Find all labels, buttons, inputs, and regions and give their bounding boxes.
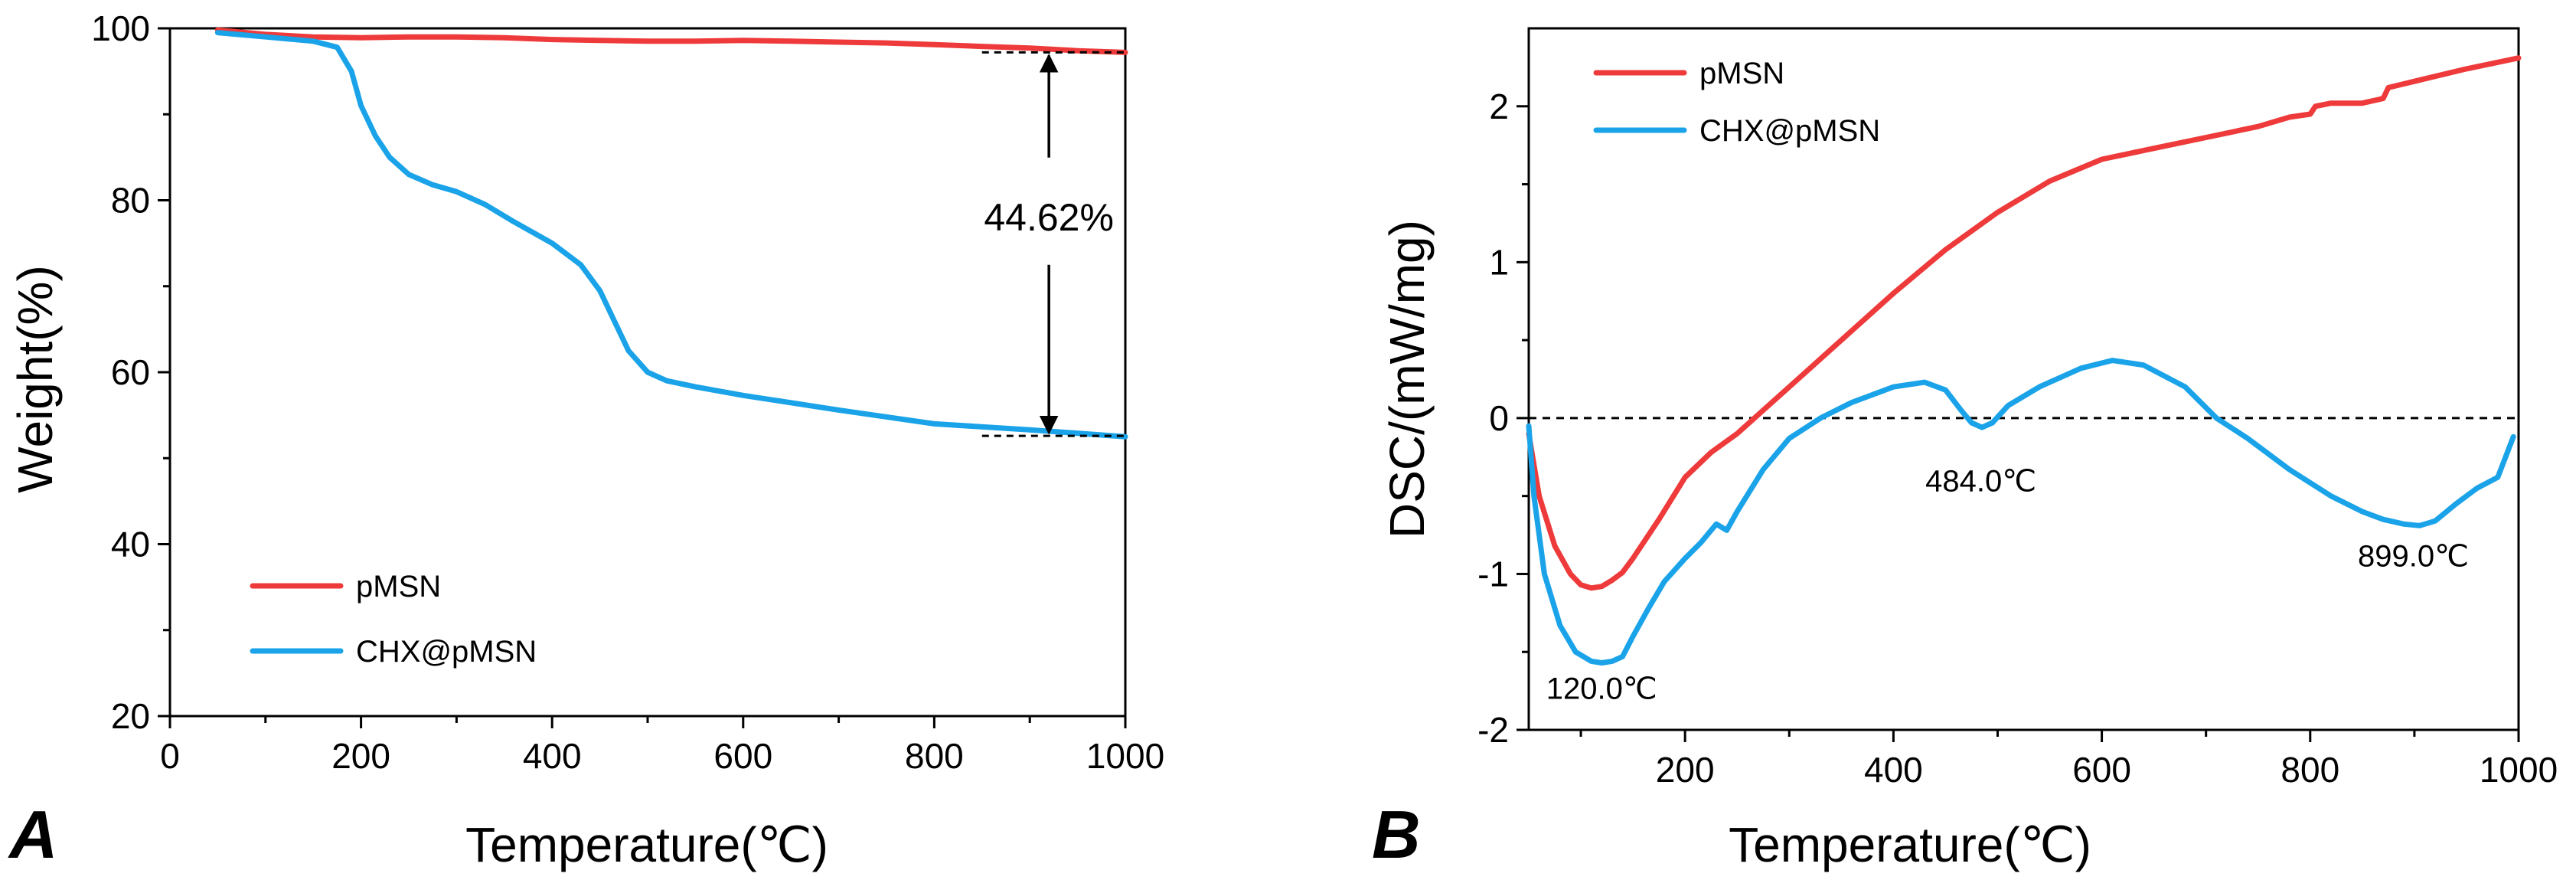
legend-label: CHX@pMSN <box>356 635 537 669</box>
panel-a-axes: 0 200 400 600 800 1000 20 40 60 80 100 <box>91 8 1164 776</box>
x-tick-label: 400 <box>1864 750 1923 790</box>
y-tick-label: 1 <box>1489 242 1509 282</box>
panel-a-y-axis-title: Weight(%) <box>8 265 63 493</box>
x-tick-label: 800 <box>905 736 964 776</box>
plot-frame <box>1527 27 2520 731</box>
series-line-chx-pmsn <box>1526 358 2516 666</box>
annotation-label: 484.0℃ <box>1925 465 2036 499</box>
panel-b-annotations: 120.0℃ 484.0℃ 899.0℃ <box>1546 465 2469 706</box>
panel-a-tga-chart: 0 200 400 600 800 1000 20 40 60 80 100 pMSN CHX@pMS… <box>8 8 1164 872</box>
y-tick-label: -1 <box>1477 554 1509 594</box>
panel-a-series <box>214 27 1128 440</box>
x-tick-label: 0 <box>160 736 180 776</box>
panel-a-legend: pMSN CHX@pMSN <box>250 570 537 669</box>
series-line-pmsn <box>214 27 1128 55</box>
legend-label: pMSN <box>356 570 441 604</box>
x-tick-label: 200 <box>1656 750 1715 790</box>
y-tick-label: 2 <box>1489 87 1509 126</box>
y-tick-label: 100 <box>91 8 150 48</box>
x-tick-label: 1000 <box>2480 750 2558 790</box>
series-line-pmsn <box>1526 55 2522 591</box>
y-tick-label: 60 <box>111 352 150 392</box>
panel-a-x-axis-title: Temperature(℃) <box>465 817 828 872</box>
panel-b-dsc-chart: 200 400 600 800 1000 -2 -1 0 1 2 pMSN CHX@pMSN 120… <box>1372 27 2558 872</box>
legend-label: pMSN <box>1699 57 1784 90</box>
x-tick-label: 800 <box>2281 750 2339 790</box>
y-tick-label: 80 <box>111 181 150 221</box>
annotation-label: 44.62% <box>984 196 1114 239</box>
y-tick-label: 40 <box>111 525 150 564</box>
annotation-label: 120.0℃ <box>1546 672 1657 705</box>
y-tick-label: 20 <box>111 696 150 736</box>
panel-b-series <box>1526 55 2522 666</box>
x-tick-label: 200 <box>331 736 390 776</box>
annotation-label: 899.0℃ <box>2358 539 2469 573</box>
panel-b-axes: 200 400 600 800 1000 -2 -1 0 1 2 <box>1477 27 2558 790</box>
panel-b-x-axis-title: Temperature(℃) <box>1729 817 2091 872</box>
panel-b-letter: B <box>1372 797 1421 872</box>
y-tick-label: -2 <box>1477 710 1509 750</box>
panel-a-letter: A <box>8 797 58 872</box>
x-tick-label: 400 <box>523 736 582 776</box>
panel-a-annotations: 44.62% <box>981 51 1125 437</box>
legend-label: CHX@pMSN <box>1699 114 1880 148</box>
series-line-chx-pmsn <box>214 30 1128 440</box>
x-tick-label: 600 <box>713 736 772 776</box>
y-tick-label: 0 <box>1489 398 1509 438</box>
x-tick-label: 600 <box>2072 750 2131 790</box>
x-tick-label: 1000 <box>1086 736 1164 776</box>
panel-b-legend: pMSN CHX@pMSN <box>1593 57 1880 148</box>
panel-b-y-axis-title: DSC/(mW/mg) <box>1379 220 1435 538</box>
